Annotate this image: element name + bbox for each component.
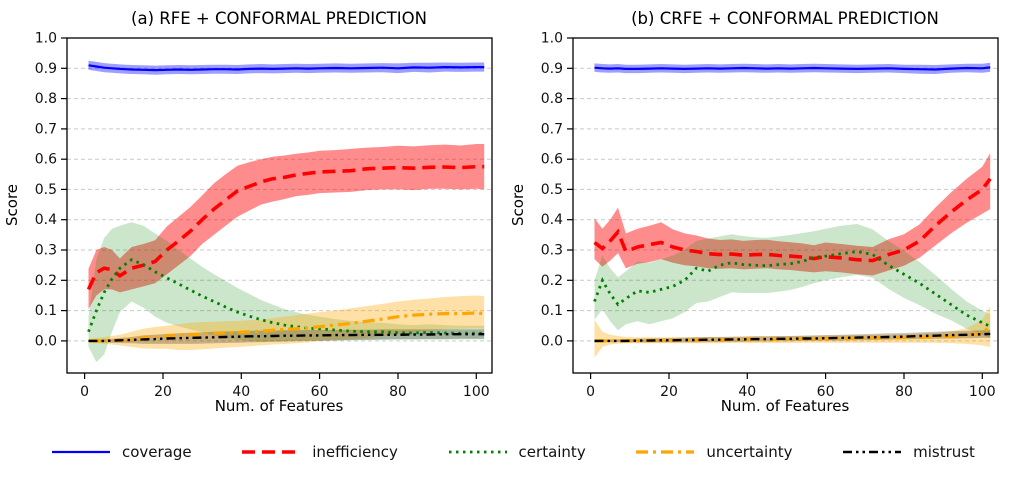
svg-text:1.0: 1.0 [541, 31, 563, 47]
svg-text:0.1: 0.1 [35, 303, 57, 319]
chart-a-plot-area: 0 20 40 60 80 100 0.0 0.1 0.2 0.3 0.4 0.5 0.6 0.7 0.8 0… [35, 31, 493, 400]
svg-text:100: 100 [463, 384, 490, 400]
chart-a-y-axis-label: Score [3, 184, 21, 226]
chart-b-svg: (b) CRFE + CONFORMAL PREDICTION Score Nu… [509, 9, 999, 415]
legend-item-coverage: coverage [50, 443, 192, 461]
chart-a-x-axis-label: Num. of Features [215, 397, 344, 415]
mistrust-line-icon [843, 450, 902, 454]
coverage-line-icon [52, 450, 110, 454]
svg-text:0.6: 0.6 [541, 152, 563, 168]
chart-b: (b) CRFE + CONFORMAL PREDICTION Score Nu… [506, 0, 1012, 420]
chart-b-title: (b) CRFE + CONFORMAL PREDICTION [631, 9, 939, 28]
svg-text:0.2: 0.2 [35, 273, 57, 289]
chart-b-plot-area: 0 20 40 60 80 100 0.0 0.1 0.2 0.3 0.4 0.5 0.6 0.7 0.8 0… [541, 31, 999, 400]
svg-text:20: 20 [154, 384, 172, 400]
certainty-line-icon [448, 450, 507, 454]
svg-text:0.8: 0.8 [541, 91, 563, 107]
chart-a-title: (a) RFE + CONFORMAL PREDICTION [131, 9, 427, 28]
legend-label-mistrust: mistrust [913, 443, 975, 461]
charts-row: (a) RFE + CONFORMAL PREDICTION Score Num… [0, 0, 1012, 420]
svg-text:80: 80 [895, 384, 913, 400]
svg-text:40: 40 [738, 384, 756, 400]
svg-text:60: 60 [817, 384, 835, 400]
legend-label-certainty: certainty [518, 443, 586, 461]
svg-text:0.0: 0.0 [541, 333, 563, 349]
svg-text:0.2: 0.2 [541, 273, 563, 289]
svg-text:0.7: 0.7 [35, 121, 57, 137]
legend-label-uncertainty: uncertainty [706, 443, 793, 461]
svg-text:0.9: 0.9 [35, 61, 57, 77]
legend-item-certainty: certainty [447, 443, 586, 461]
svg-text:0.5: 0.5 [35, 182, 57, 198]
svg-text:0.6: 0.6 [35, 152, 57, 168]
svg-text:20: 20 [660, 384, 678, 400]
svg-text:0.4: 0.4 [35, 212, 57, 228]
legend-item-inefficiency: inefficiency [240, 443, 398, 461]
chart-a: (a) RFE + CONFORMAL PREDICTION Score Num… [0, 0, 506, 420]
svg-text:0.1: 0.1 [541, 303, 563, 319]
legend-label-inefficiency: inefficiency [312, 443, 398, 461]
svg-text:0: 0 [586, 384, 595, 400]
svg-text:0: 0 [80, 384, 89, 400]
legend-label-coverage: coverage [122, 443, 192, 461]
uncertainty-line-icon [636, 450, 695, 454]
svg-text:1.0: 1.0 [35, 31, 57, 47]
svg-text:40: 40 [232, 384, 250, 400]
legend-item-uncertainty: uncertainty [634, 443, 792, 461]
svg-text:60: 60 [311, 384, 329, 400]
svg-text:80: 80 [389, 384, 407, 400]
svg-text:0.9: 0.9 [541, 61, 563, 77]
svg-text:0.8: 0.8 [35, 91, 57, 107]
legend-item-mistrust: mistrust [841, 443, 975, 461]
inefficiency-line-icon [242, 450, 301, 454]
chart-a-svg: (a) RFE + CONFORMAL PREDICTION Score Num… [3, 9, 493, 415]
svg-text:0.7: 0.7 [541, 121, 563, 137]
chart-b-x-axis-label: Num. of Features [721, 397, 850, 415]
svg-text:0.3: 0.3 [541, 243, 563, 259]
legend: coverage inefficiency certainty uncertai… [0, 430, 1013, 474]
svg-text:0.4: 0.4 [541, 212, 563, 228]
svg-text:0.0: 0.0 [35, 333, 57, 349]
svg-text:0.5: 0.5 [541, 182, 563, 198]
svg-text:0.3: 0.3 [35, 243, 57, 259]
chart-b-y-axis-label: Score [509, 184, 527, 226]
svg-text:100: 100 [969, 384, 996, 400]
